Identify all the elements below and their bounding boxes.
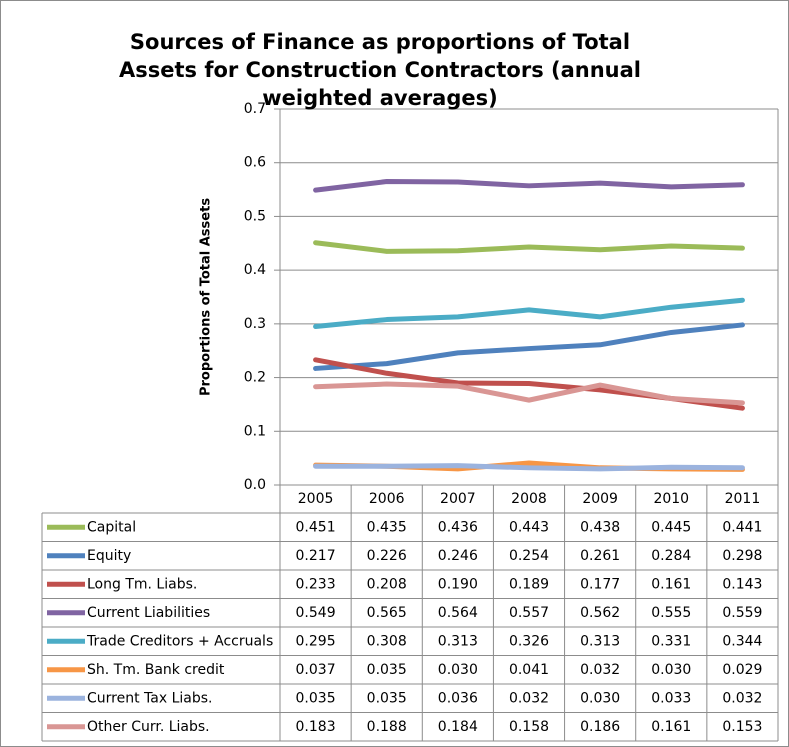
- table-cell: 0.188: [367, 719, 407, 735]
- table-cell: 0.443: [509, 519, 549, 535]
- legend-label: Long Tm. Liabs.: [87, 576, 197, 592]
- table-cell: 0.295: [296, 633, 336, 649]
- table-cell: 0.029: [722, 662, 762, 678]
- table-cell: 0.190: [438, 576, 478, 592]
- table-cell: 0.298: [722, 548, 762, 564]
- table-cell: 0.143: [722, 576, 762, 592]
- table-cell: 0.041: [509, 662, 549, 678]
- table-cell: 0.344: [722, 633, 762, 649]
- y-tick-label: 0.2: [244, 370, 266, 386]
- table-cell: 0.161: [651, 719, 691, 735]
- x-tick-label: 2005: [298, 491, 334, 507]
- y-tick-label: 0.3: [244, 316, 266, 332]
- table-cell: 0.033: [651, 690, 691, 706]
- table-cell: 0.208: [367, 576, 407, 592]
- table-cell: 0.177: [580, 576, 620, 592]
- table-cell: 0.035: [367, 662, 407, 678]
- y-tick-label: 0.5: [244, 208, 266, 224]
- legend-label: Capital: [87, 519, 136, 535]
- table-cell: 0.438: [580, 519, 620, 535]
- table-cell: 0.183: [296, 719, 336, 735]
- series-line: [313, 322, 745, 371]
- table-cell: 0.037: [296, 662, 336, 678]
- x-tick-label: 2011: [725, 491, 761, 507]
- table-cell: 0.254: [509, 548, 549, 564]
- legend-label: Equity: [87, 548, 131, 564]
- table-cell: 0.217: [296, 548, 336, 564]
- table-cell: 0.555: [651, 605, 691, 621]
- table-cell: 0.308: [367, 633, 407, 649]
- table-cell: 0.326: [509, 633, 549, 649]
- series-line: [313, 240, 745, 254]
- table-cell: 0.564: [438, 605, 478, 621]
- table-cell: 0.441: [722, 519, 762, 535]
- series-line: [313, 297, 745, 330]
- table-cell: 0.036: [438, 690, 478, 706]
- table-cell: 0.032: [509, 690, 549, 706]
- series-line: [313, 381, 745, 406]
- table-cell: 0.035: [367, 690, 407, 706]
- table-cell: 0.261: [580, 548, 620, 564]
- table-cell: 0.549: [296, 605, 336, 621]
- table-cell: 0.565: [367, 605, 407, 621]
- legend-label: Sh. Tm. Bank credit: [87, 662, 225, 678]
- table-cell: 0.030: [580, 690, 620, 706]
- legend-label: Trade Creditors + Accruals: [86, 633, 273, 649]
- table-cell: 0.436: [438, 519, 478, 535]
- y-tick-label: 0.0: [244, 477, 266, 493]
- y-tick-label: 0.4: [244, 262, 266, 278]
- table-cell: 0.313: [438, 633, 478, 649]
- y-tick-label: 0.7: [244, 101, 266, 117]
- series-line: [313, 463, 745, 472]
- series-line: [313, 179, 745, 193]
- table-cell: 0.435: [367, 519, 407, 535]
- table-cell: 0.562: [580, 605, 620, 621]
- table-cell: 0.559: [722, 605, 762, 621]
- table-cell: 0.158: [509, 719, 549, 735]
- table-cell: 0.186: [580, 719, 620, 735]
- table-cell: 0.451: [296, 519, 336, 535]
- legend-label: Other Curr. Liabs.: [87, 719, 210, 735]
- x-tick-label: 2006: [369, 491, 405, 507]
- table-cell: 0.184: [438, 719, 478, 735]
- x-tick-label: 2009: [582, 491, 618, 507]
- table-cell: 0.557: [509, 605, 549, 621]
- table-cell: 0.032: [580, 662, 620, 678]
- x-tick-label: 2010: [653, 491, 689, 507]
- table-cell: 0.313: [580, 633, 620, 649]
- x-tick-label: 2007: [440, 491, 476, 507]
- table-cell: 0.153: [722, 719, 762, 735]
- table-cell: 0.246: [438, 548, 478, 564]
- table-cell: 0.445: [651, 519, 691, 535]
- x-tick-label: 2008: [511, 491, 547, 507]
- legend-label: Current Liabilities: [87, 605, 210, 621]
- table-cell: 0.032: [722, 690, 762, 706]
- table-cell: 0.331: [651, 633, 691, 649]
- table-cell: 0.030: [651, 662, 691, 678]
- y-axis-title: Proportions of Total Assets: [199, 198, 214, 396]
- table-cell: 0.284: [651, 548, 691, 564]
- table-cell: 0.226: [367, 548, 407, 564]
- table-cell: 0.233: [296, 576, 336, 592]
- table-cell: 0.161: [651, 576, 691, 592]
- legend-label: Current Tax Liabs.: [87, 690, 212, 706]
- table-cell: 0.030: [438, 662, 478, 678]
- chart-title: Sources of Finance as proportions of Tot…: [118, 30, 641, 110]
- y-tick-label: 0.1: [244, 423, 266, 439]
- table-cell: 0.035: [296, 690, 336, 706]
- y-tick-label: 0.6: [244, 155, 266, 171]
- table-cell: 0.189: [509, 576, 549, 592]
